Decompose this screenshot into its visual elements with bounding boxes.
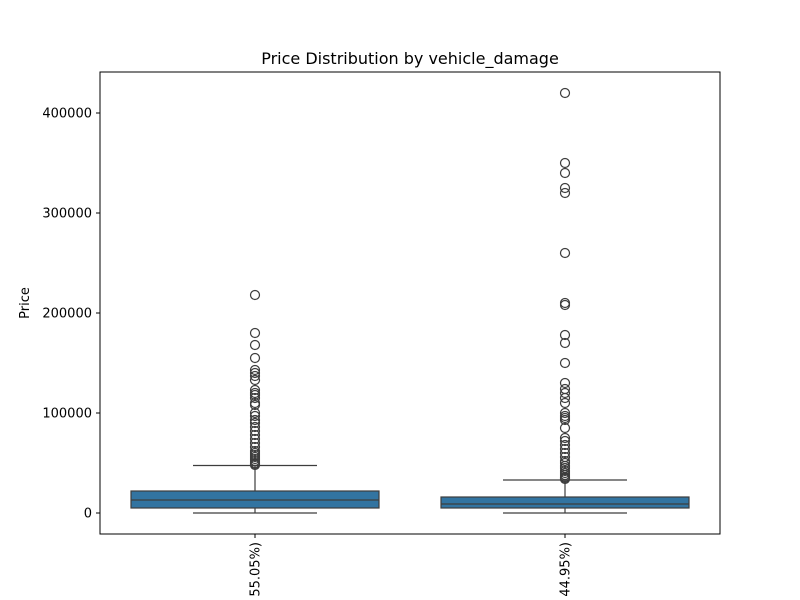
outlier-point [249, 392, 261, 404]
box-group [440, 87, 690, 514]
x-tick-label: 55.05%) [249, 542, 264, 597]
outlier-point [559, 157, 571, 169]
outlier-point [559, 414, 571, 426]
outlier-point [249, 429, 261, 441]
y-axis-label: Price [18, 287, 33, 319]
outlier-point [559, 443, 571, 455]
outlier-point [249, 327, 261, 339]
outlier-point [559, 392, 571, 404]
axes-frame [99, 71, 721, 535]
x-axis-ticks: 55.05%) 44.95%) [249, 534, 574, 597]
box-iqr [440, 496, 690, 509]
outlier-point [249, 364, 261, 376]
y-tick-label: 300000 [42, 207, 92, 222]
outlier-point [249, 407, 261, 419]
outlier-point [249, 384, 261, 396]
outlier-point [559, 435, 571, 447]
outlier-point [559, 397, 571, 409]
y-tick-label: 200000 [42, 307, 92, 322]
outlier-point [559, 377, 571, 389]
outlier-point [249, 414, 261, 426]
outlier-point [249, 417, 261, 429]
outlier-point [559, 439, 571, 451]
outlier-point [249, 370, 261, 382]
outlier-point [249, 352, 261, 364]
y-tick-label: 100000 [42, 407, 92, 422]
outlier-point [559, 447, 571, 459]
x-tick-label: 44.95%) [559, 542, 574, 597]
outlier-point [559, 387, 571, 399]
box-group [130, 289, 380, 514]
outlier-point [559, 357, 571, 369]
plot-area [130, 87, 690, 514]
outlier-point [249, 374, 261, 386]
y-axis-ticks: 0 100000 200000 300000 400000 [42, 107, 100, 522]
outlier-point [559, 167, 571, 179]
outlier-point [559, 87, 571, 99]
outlier-point [559, 182, 571, 194]
outlier-point [559, 432, 571, 444]
outlier-point [249, 289, 261, 301]
outlier-point [559, 297, 571, 309]
outlier-point [559, 422, 571, 434]
outlier-point [249, 433, 261, 445]
y-tick-label: 400000 [42, 107, 92, 122]
outlier-point [559, 473, 571, 485]
outlier-point [249, 339, 261, 351]
outlier-point [249, 389, 261, 401]
outlier-point [559, 247, 571, 259]
outlier-point [559, 187, 571, 199]
outlier-point [559, 407, 571, 419]
outlier-point [249, 410, 261, 422]
outlier-point [559, 299, 571, 311]
y-tick-label: 0 [84, 507, 92, 522]
outlier-point [249, 459, 261, 471]
outlier-point [559, 329, 571, 341]
chart-title: Price Distribution by vehicle_damage [261, 49, 559, 69]
outlier-point [249, 399, 261, 411]
outlier-point [559, 337, 571, 349]
outlier-point [249, 441, 261, 453]
outlier-point [249, 367, 261, 379]
outlier-point [249, 421, 261, 433]
outlier-point [249, 425, 261, 437]
outlier-point [249, 437, 261, 449]
outlier-point [559, 457, 571, 469]
